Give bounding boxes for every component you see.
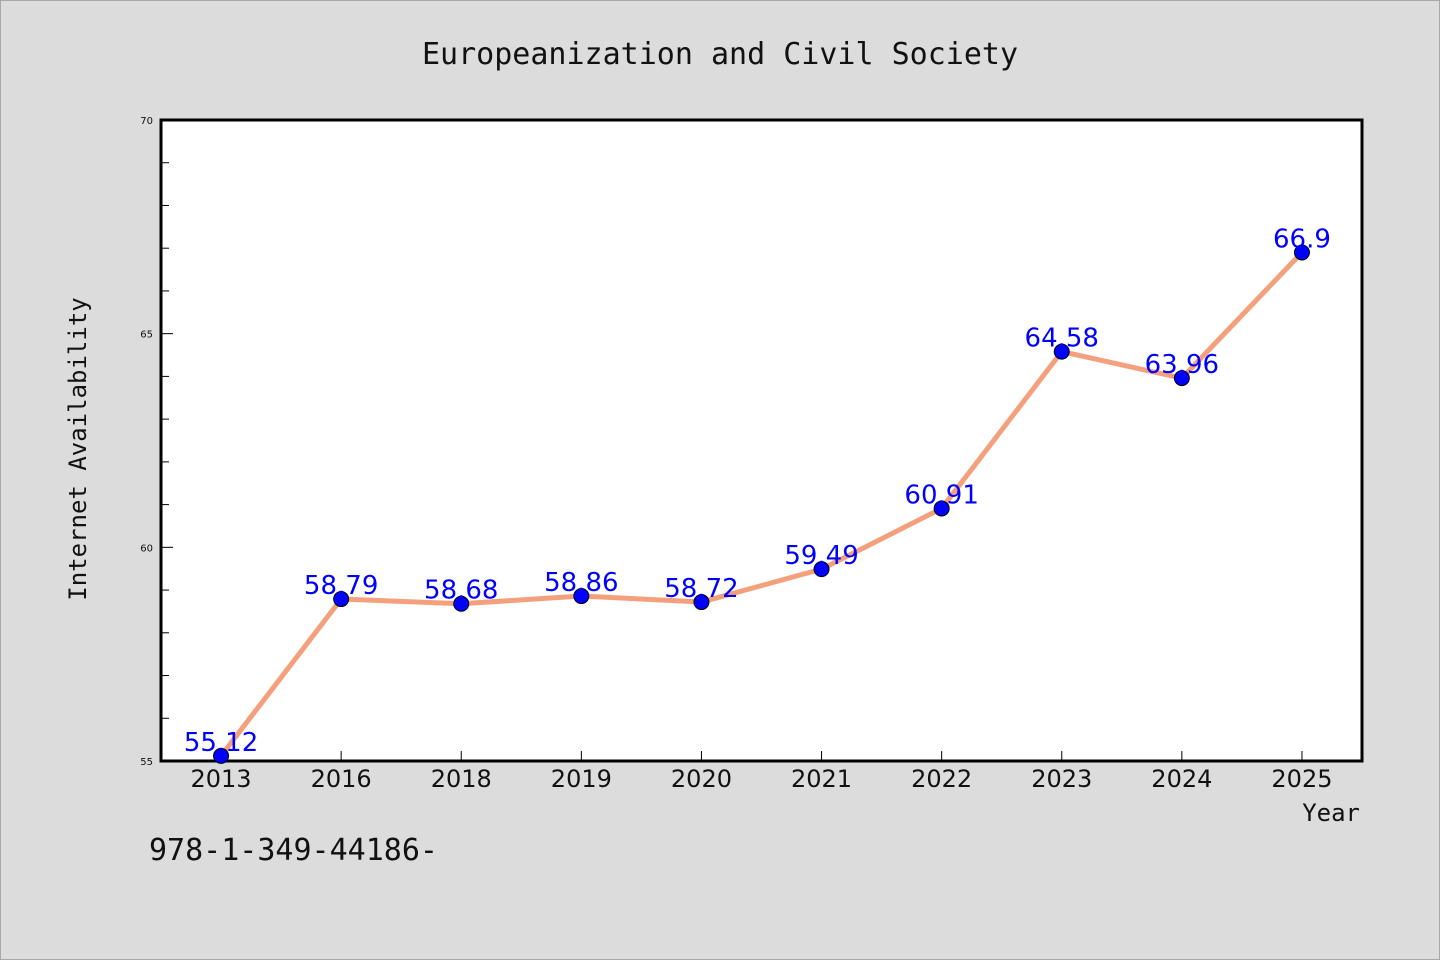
x-tick-label: 2018 xyxy=(431,765,492,793)
y-axis: 55 60 65 70 xyxy=(140,116,173,768)
data-point xyxy=(1173,370,1190,387)
x-tick-label: 2022 xyxy=(911,765,972,793)
data-label: 64.58 xyxy=(1025,324,1099,354)
x-tick-label: 2016 xyxy=(311,765,372,793)
data-label: 58.72 xyxy=(664,574,738,604)
y-tick-label: 60 xyxy=(140,543,153,554)
isbn-footnote: 978-1-349-44186- xyxy=(149,833,438,868)
data-point xyxy=(693,594,710,611)
x-axis-title: Year xyxy=(1302,799,1360,827)
data-point xyxy=(333,591,350,608)
data-point xyxy=(453,595,470,612)
x-tick-label: 2025 xyxy=(1271,765,1332,793)
data-point xyxy=(213,747,230,764)
data-label: 58.86 xyxy=(544,568,618,598)
plot-area xyxy=(159,118,1364,763)
x-tick-label: 2013 xyxy=(191,765,252,793)
y-axis-title: Internet Availability xyxy=(64,297,92,600)
data-point xyxy=(1293,244,1310,261)
data-label: 58.68 xyxy=(424,576,498,606)
x-tick-label: 2024 xyxy=(1151,765,1212,793)
x-tick-label: 2023 xyxy=(1031,765,1092,793)
data-label: 66.9 xyxy=(1273,224,1331,254)
data-labels: 55.12 58.79 58.68 58.86 58.72 59.49 60.91 64.58… xyxy=(184,224,1331,757)
data-point xyxy=(573,588,590,605)
data-label: 63.96 xyxy=(1145,350,1219,380)
data-label: 60.91 xyxy=(904,480,978,510)
x-tick-label: 2021 xyxy=(791,765,852,793)
y-tick-label: 65 xyxy=(140,330,153,341)
data-label: 58.79 xyxy=(304,571,378,601)
data-label: 55.12 xyxy=(184,728,258,758)
x-tick-label: 2020 xyxy=(671,765,732,793)
y-tick-label: 55 xyxy=(140,757,153,768)
y-tick-label: 70 xyxy=(140,116,153,127)
x-tick-label: 2019 xyxy=(551,765,612,793)
data-label: 59.49 xyxy=(784,541,858,571)
series-markers xyxy=(213,244,1310,764)
chart-title: Europeanization and Civil Society xyxy=(422,37,1018,72)
series-line xyxy=(218,249,1305,759)
data-point xyxy=(813,561,830,578)
data-point xyxy=(1053,343,1070,360)
data-point xyxy=(933,500,950,517)
x-axis: 2013 2016 2018 2019 2020 2021 2022 2023 2024 2025 xyxy=(191,751,1332,793)
